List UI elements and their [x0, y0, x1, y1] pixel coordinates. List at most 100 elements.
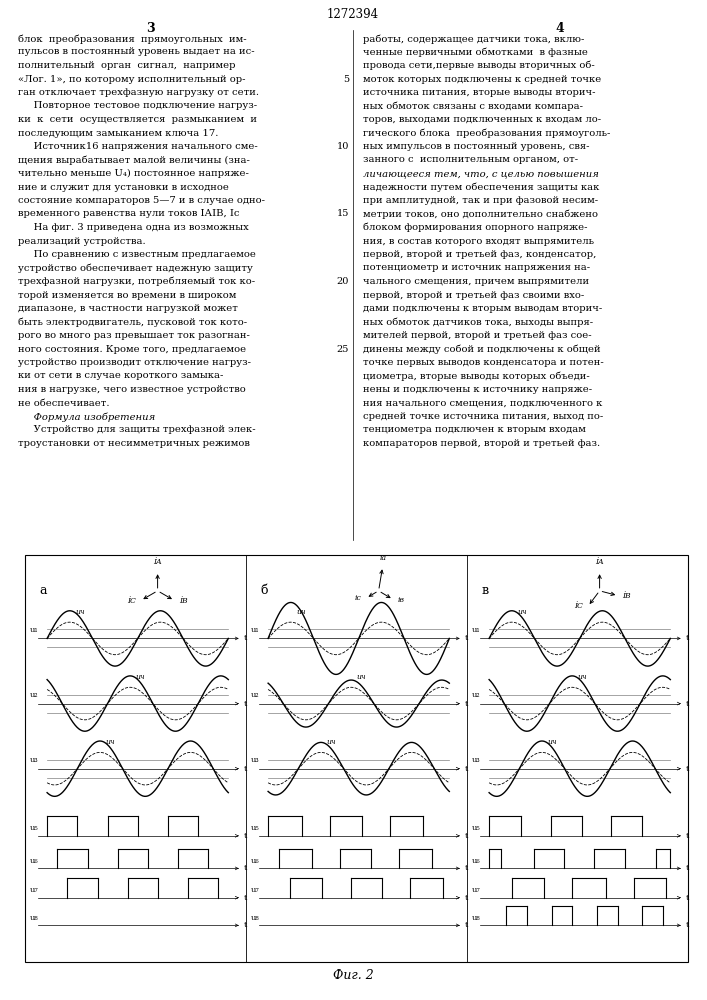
Text: İВ: İВ	[623, 592, 631, 600]
Text: «Лог. 1», по которому исполнительный ор-: «Лог. 1», по которому исполнительный ор-	[18, 75, 245, 84]
Text: быть электродвигатель, пусковой ток кото-: быть электродвигатель, пусковой ток кото…	[18, 318, 247, 327]
Text: t: t	[686, 921, 689, 929]
Text: первой, второй и третьей фаз, конденсатор,: первой, второй и третьей фаз, конденсато…	[363, 250, 597, 259]
Text: потенциометр и источник напряжения на-: потенциометр и источник напряжения на-	[363, 263, 590, 272]
Text: u₂: u₂	[30, 691, 38, 699]
Text: 15: 15	[337, 210, 349, 219]
Text: занного с  исполнительным органом, от-: занного с исполнительным органом, от-	[363, 155, 578, 164]
Text: средней точке источника питания, выход по-: средней точке источника питания, выход п…	[363, 412, 603, 421]
Text: ния в нагрузке, чего известное устройство: ния в нагрузке, чего известное устройств…	[18, 385, 246, 394]
Text: реализаций устройства.: реализаций устройства.	[18, 236, 146, 245]
Text: uч: uч	[357, 673, 366, 681]
Text: t: t	[244, 832, 247, 840]
Text: u₂: u₂	[250, 691, 259, 699]
Text: в: в	[481, 584, 489, 597]
Text: трехфазной нагрузки, потребляемый ток ко-: трехфазной нагрузки, потребляемый ток ко…	[18, 277, 255, 286]
Text: u₇: u₇	[30, 886, 38, 894]
Text: пульсов в постоянный уровень выдает на ис-: пульсов в постоянный уровень выдает на и…	[18, 47, 255, 56]
Text: блок  преобразования  прямоугольных  им-: блок преобразования прямоугольных им-	[18, 34, 247, 43]
Text: uч: uч	[105, 738, 115, 746]
Text: источника питания, вторые выводы вторич-: источника питания, вторые выводы вторич-	[363, 88, 595, 97]
Text: t: t	[244, 765, 247, 773]
Bar	[25, 555, 688, 962]
Text: а: а	[39, 584, 47, 597]
Text: t: t	[686, 864, 689, 872]
Text: устройство производит отключение нагруз-: устройство производит отключение нагруз-	[18, 358, 251, 367]
Text: u₇: u₇	[250, 886, 259, 894]
Text: мителей первой, второй и третьей фаз сое-: мителей первой, второй и третьей фаз сое…	[363, 331, 592, 340]
Text: б: б	[260, 584, 267, 597]
Text: циометра, вторые выводы которых объеди-: циометра, вторые выводы которых объеди-	[363, 371, 590, 381]
Text: iа: iа	[379, 554, 386, 562]
Text: троустановки от несимметричных режимов: троустановки от несимметричных режимов	[18, 439, 250, 448]
Text: первой, второй и третьей фаз своими вхо-: первой, второй и третьей фаз своими вхо-	[363, 290, 584, 300]
Text: u₃: u₃	[472, 756, 480, 764]
Text: u₃: u₃	[30, 756, 38, 764]
Text: t: t	[464, 765, 468, 773]
Text: 1272394: 1272394	[327, 8, 379, 21]
Text: uч: uч	[578, 673, 588, 681]
Text: u₅: u₅	[30, 824, 38, 832]
Text: t: t	[686, 765, 689, 773]
Text: По сравнению с известным предлагаемое: По сравнению с известным предлагаемое	[18, 250, 256, 259]
Text: t: t	[686, 832, 689, 840]
Text: Источник16 напряжения начального сме-: Источник16 напряжения начального сме-	[18, 142, 258, 151]
Text: ченные первичными обмотками  в фазные: ченные первичными обмотками в фазные	[363, 47, 588, 57]
Text: полнительный  орган  сигнал,  например: полнительный орган сигнал, например	[18, 61, 235, 70]
Text: ки от сети в случае короткого замыка-: ки от сети в случае короткого замыка-	[18, 371, 223, 380]
Text: надежности путем обеспечения защиты как: надежности путем обеспечения защиты как	[363, 182, 600, 192]
Text: моток которых подключены к средней точке: моток которых подключены к средней точке	[363, 75, 601, 84]
Text: iв: iв	[397, 596, 404, 604]
Text: u₁: u₁	[472, 626, 480, 634]
Text: t: t	[244, 700, 247, 708]
Text: нены и подключены к источнику напряже-: нены и подключены к источнику напряже-	[363, 385, 592, 394]
Text: u₃: u₃	[250, 756, 259, 764]
Text: u₂: u₂	[472, 691, 480, 699]
Text: u₁: u₁	[250, 626, 259, 634]
Text: метрии токов, оно дополнительно снабжено: метрии токов, оно дополнительно снабжено	[363, 210, 598, 219]
Text: iс: iс	[355, 594, 361, 602]
Text: рого во много раз превышает ток разогнан-: рого во много раз превышает ток разогнан…	[18, 331, 250, 340]
Text: торой изменяется во времени в широком: торой изменяется во времени в широком	[18, 290, 236, 300]
Text: u₁: u₁	[30, 626, 38, 634]
Text: работы, содержащее датчики тока, вклю-: работы, содержащее датчики тока, вклю-	[363, 34, 585, 43]
Text: t: t	[244, 864, 247, 872]
Text: uч: uч	[327, 738, 337, 746]
Text: личающееся тем, что, с целью повышения: личающееся тем, что, с целью повышения	[363, 169, 599, 178]
Text: İА: İА	[595, 558, 604, 566]
Text: 3: 3	[146, 22, 154, 35]
Text: последующим замыканием ключа 17.: последующим замыканием ключа 17.	[18, 128, 218, 137]
Text: t: t	[464, 921, 468, 929]
Text: u₆: u₆	[30, 857, 38, 865]
Text: u₈: u₈	[472, 914, 480, 922]
Text: щения вырабатывает малой величины (зна-: щения вырабатывает малой величины (зна-	[18, 155, 250, 165]
Text: Формула изобретения: Формула изобретения	[18, 412, 156, 422]
Text: u₅: u₅	[472, 824, 480, 832]
Text: точке первых выводов конденсатора и потен-: точке первых выводов конденсатора и поте…	[363, 358, 604, 367]
Text: İА: İА	[153, 558, 162, 566]
Text: u₈: u₈	[30, 914, 38, 922]
Text: тенциометра подключен к вторым входам: тенциометра подключен к вторым входам	[363, 426, 586, 434]
Text: 25: 25	[337, 344, 349, 354]
Text: t: t	[464, 894, 468, 902]
Text: uч: uч	[547, 738, 557, 746]
Text: t: t	[464, 700, 468, 708]
Text: Устройство для защиты трехфазной элек-: Устройство для защиты трехфазной элек-	[18, 426, 256, 434]
Text: t: t	[464, 864, 468, 872]
Text: диапазоне, в частности нагрузкой может: диапазоне, в частности нагрузкой может	[18, 304, 238, 313]
Text: чительно меньше U₄) постоянное напряже-: чительно меньше U₄) постоянное напряже-	[18, 169, 249, 178]
Text: динены между собой и подключены к общей: динены между собой и подключены к общей	[363, 344, 601, 354]
Text: ния начального смещения, подключенного к: ния начального смещения, подключенного к	[363, 398, 602, 408]
Text: ки  к  сети  осуществляется  размыканием  и: ки к сети осуществляется размыканием и	[18, 115, 257, 124]
Text: гического блока  преобразования прямоуголь-: гического блока преобразования прямоугол…	[363, 128, 610, 138]
Text: İВ: İВ	[179, 597, 187, 605]
Text: Фиг. 2: Фиг. 2	[332, 969, 373, 982]
Text: временного равенства нули токов IАIВ, Ic: временного равенства нули токов IАIВ, Ic	[18, 210, 240, 219]
Text: блоком формирования опорного напряже-: блоком формирования опорного напряже-	[363, 223, 588, 232]
Text: t: t	[244, 634, 247, 642]
Text: t: t	[686, 700, 689, 708]
Text: торов, выходами подключенных к входам ло-: торов, выходами подключенных к входам ло…	[363, 115, 601, 124]
Text: Повторное тестовое подключение нагруз-: Повторное тестовое подключение нагруз-	[18, 102, 257, 110]
Text: 4: 4	[556, 22, 564, 35]
Text: ных обмоток датчиков тока, выходы выпря-: ных обмоток датчиков тока, выходы выпря-	[363, 318, 593, 327]
